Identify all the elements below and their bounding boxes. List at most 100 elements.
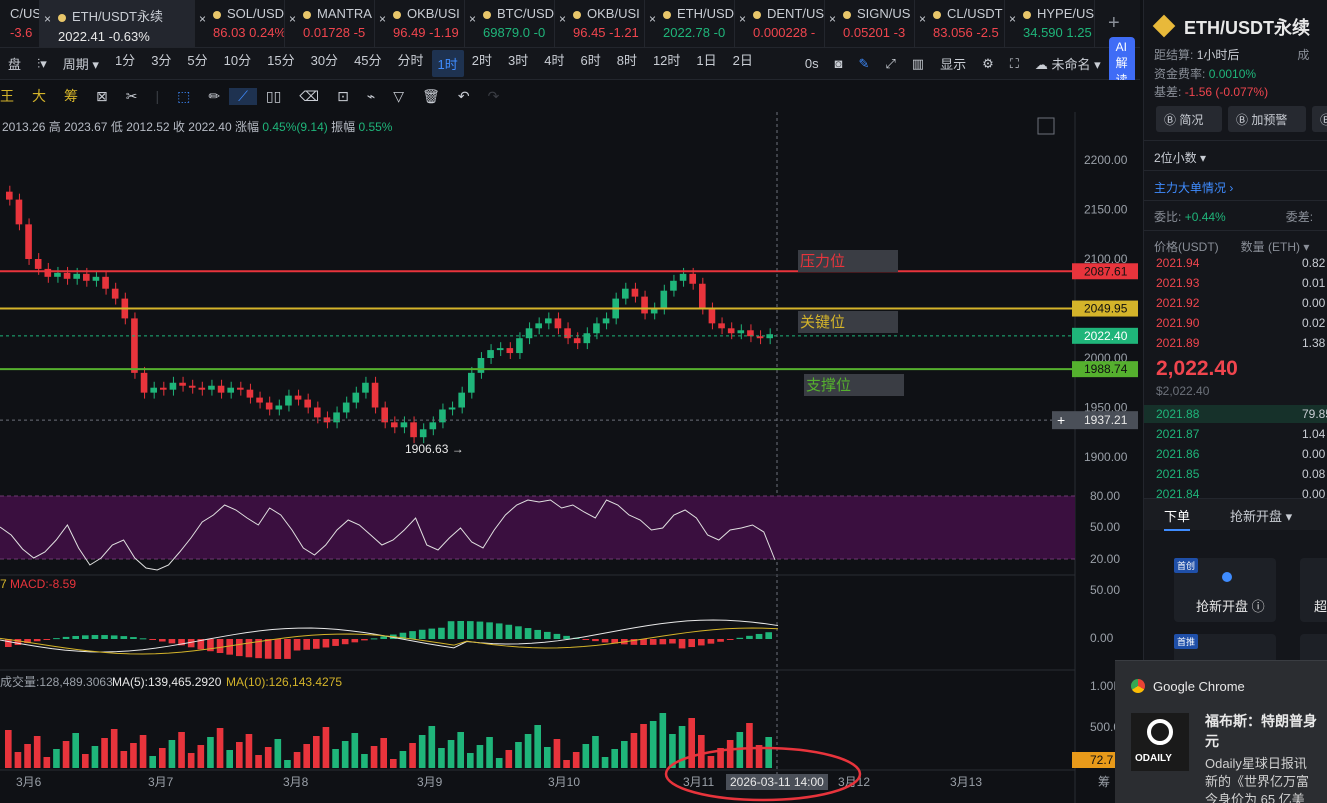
interval-30分[interactable]: 30分 — [310, 53, 339, 68]
close-icon[interactable]: × — [829, 12, 837, 26]
add-alert-button[interactable]: Ⓑ 加预警 — [1228, 106, 1306, 132]
ticker-tab[interactable]: × SOL/USD 86.03 0.24% — [195, 0, 285, 47]
tab-order[interactable]: 下单 — [1164, 506, 1191, 531]
tools-icon[interactable]: ✂ — [125, 87, 138, 104]
interval-15分[interactable]: 15分 — [267, 53, 295, 68]
close-icon[interactable]: × — [559, 12, 567, 26]
order-row[interactable]: 2021.84 0.00 — [1156, 487, 1326, 501]
interval-1分[interactable]: 1分 — [114, 53, 136, 68]
ticker-tab[interactable]: × SIGN/US 0.05201 -3 — [825, 0, 915, 47]
display-button[interactable]: 显示 — [940, 57, 967, 72]
layout-icon[interactable]: ▥ — [911, 55, 925, 71]
close-icon[interactable]: × — [649, 12, 657, 26]
order-row[interactable]: 2021.89 1.38 — [1156, 336, 1326, 350]
camera-icon[interactable]: ◙ — [834, 56, 843, 71]
ticker-tab[interactable]: × DENT/US 0.000228 - — [735, 0, 825, 47]
add-tab-icon[interactable]: + — [1108, 12, 1120, 34]
close-icon[interactable]: × — [469, 12, 477, 26]
ticker-price: 0.000228 — [753, 25, 811, 40]
calc-icon[interactable]: ⊠ — [96, 87, 108, 104]
interval-1时[interactable]: 1时 — [431, 50, 464, 77]
tab-new-listing[interactable]: 抢新开盘 ▾ — [1230, 509, 1293, 524]
interval-10分[interactable]: 10分 — [223, 53, 252, 68]
trash-icon[interactable]: 🗑 — [422, 87, 440, 104]
candle-icon[interactable]: ▯▯ — [265, 87, 282, 104]
macd-bar — [130, 637, 137, 639]
chips-button[interactable]: 筹 — [64, 88, 78, 104]
decimals-dropdown[interactable]: 2位小数 ▾ — [1154, 151, 1207, 165]
chart-canvas[interactable]: 2200.002150.002100.002050.002000.001950.… — [0, 112, 1140, 803]
close-icon[interactable]: × — [739, 12, 747, 26]
order-row[interactable]: 2021.90 0.02 — [1156, 316, 1326, 330]
overview-button[interactable]: Ⓑ 简况 — [1156, 106, 1222, 132]
ticker-symbol: OKB/USI — [407, 6, 460, 21]
interval-12时[interactable]: 12时 — [652, 53, 681, 68]
close-icon[interactable]: × — [289, 12, 297, 26]
volume-bar — [24, 744, 31, 768]
interval-8时[interactable]: 8时 — [616, 53, 637, 68]
cloud-layout-dropdown[interactable]: ☁ 未命名 ▾ — [1034, 57, 1101, 72]
period-dropdown[interactable]: 周期 ▾ — [62, 57, 99, 72]
volume-bar — [341, 741, 349, 768]
select-icon[interactable]: ⬚ — [177, 87, 191, 104]
interval-分时[interactable]: 分时 — [397, 53, 424, 68]
settings-icon[interactable]: ⚙ — [982, 55, 994, 71]
ticker-tab[interactable]: × MANTRA 0.01728 -5 — [285, 0, 375, 47]
ticker-change: - — [810, 25, 816, 40]
ticker-tab[interactable]: × ETH/USDT永续 2022.41 -0.63% — [40, 0, 195, 47]
macd-bar — [707, 639, 715, 644]
ticker-tab[interactable]: × CL/USDT 83.056 -2.5 — [915, 0, 1005, 47]
indicator-icon[interactable]: ⫶▾ — [37, 55, 47, 71]
candle — [756, 336, 764, 339]
interval-1日[interactable]: 1日 — [696, 53, 717, 68]
interval-3时[interactable]: 3时 — [508, 53, 529, 68]
macd-dea — [0, 627, 779, 655]
interval-45分[interactable]: 45分 — [354, 53, 382, 68]
pen-icon[interactable]: ✎ — [858, 55, 870, 71]
draw-line-icon[interactable]: ⟋ — [229, 87, 257, 105]
close-icon[interactable]: × — [44, 12, 52, 26]
order-row[interactable]: 2021.92 0.00 — [1156, 296, 1326, 310]
ruler-icon[interactable]: ✏ — [208, 87, 221, 104]
delete-icon[interactable]: ⌫ — [299, 87, 320, 104]
interval-6时[interactable]: 6时 — [580, 53, 601, 68]
ticker-tab[interactable]: × OKB/USI 96.49 -1.19 — [375, 0, 465, 47]
ticker-tab[interactable]: C/USD -3.6 — [0, 0, 40, 47]
ticker-tab[interactable]: × HYPE/US 34.590 1.25 — [1005, 0, 1095, 47]
chart-type-button[interactable]: 盘 — [8, 57, 22, 72]
interval-2日[interactable]: 2日 — [732, 53, 753, 68]
order-row[interactable]: 2021.93 0.01 — [1156, 276, 1326, 290]
chrome-notification[interactable]: Google Chrome ODAILY 福布斯：特朗普身 元 Odaily星球… — [1115, 660, 1327, 803]
new-listing-card[interactable]: 首创 抢新开盘 ⓘ — [1174, 558, 1276, 622]
fullscreen-icon[interactable]: ⛶ — [1009, 55, 1019, 71]
big-button[interactable]: 大 — [32, 88, 46, 104]
price-chart[interactable]: 2200.002150.002100.002050.002000.001950.… — [0, 112, 1140, 803]
order-row[interactable]: 2021.85 0.08 — [1156, 467, 1326, 481]
big-orders-link[interactable]: 主力大单情况 › — [1154, 181, 1234, 195]
interval-4时[interactable]: 4时 — [544, 53, 565, 68]
seconds-button[interactable]: 0s — [804, 56, 819, 71]
king-button[interactable]: 王 — [0, 88, 14, 104]
ticker-tab[interactable]: × ETH/USD 2022.78 -0 — [645, 0, 735, 47]
order-row[interactable]: 2021.94 0.82 — [1156, 256, 1326, 270]
brush-icon[interactable]: ⌁ — [366, 87, 376, 104]
redo-icon[interactable]: ↷ — [487, 87, 500, 104]
text-icon[interactable]: ⊡ — [337, 87, 349, 104]
interval-5分[interactable]: 5分 — [187, 53, 208, 68]
close-icon[interactable]: × — [379, 12, 387, 26]
ticker-tab[interactable]: × BTC/USD 69879.0 -0 — [465, 0, 555, 47]
filter-icon[interactable]: ▽ — [393, 87, 405, 104]
interval-2时[interactable]: 2时 — [471, 53, 493, 68]
undo-icon[interactable]: ↶ — [457, 87, 470, 104]
ticker-tab[interactable]: × OKB/USI 96.45 -1.21 — [555, 0, 645, 47]
close-icon[interactable]: × — [919, 12, 927, 26]
more-button[interactable]: Ⓑ — [1312, 106, 1327, 132]
order-row[interactable]: 2021.86 0.00 — [1156, 447, 1326, 461]
close-icon[interactable]: × — [199, 12, 207, 26]
interval-3分[interactable]: 3分 — [151, 53, 172, 68]
expand-icon[interactable]: ⤢ — [885, 55, 896, 71]
coin-icon — [393, 10, 401, 19]
order-row[interactable]: 2021.87 1.04 — [1156, 427, 1326, 441]
close-icon[interactable]: × — [1009, 12, 1017, 26]
